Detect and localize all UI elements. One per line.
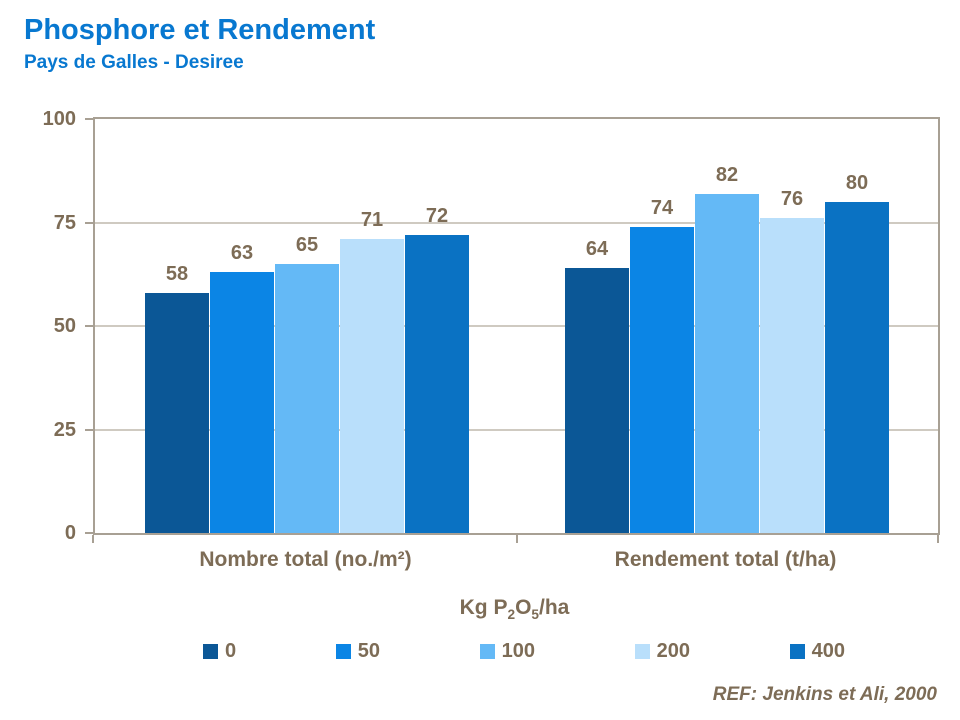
legend-swatch [789,644,805,659]
legend-label: 100 [501,640,535,662]
x-tick-mark [92,535,94,543]
legend-swatch [335,644,351,659]
legend-label: 50 [357,640,380,662]
bar-value-label: 76 [780,188,804,210]
y-tick-mark [85,428,93,431]
legend-label: 200 [656,640,690,662]
bar-group: 64 74 82 76 80 [565,119,890,533]
y-tick-mark [85,221,93,224]
bar-value-label: 63 [230,242,254,264]
x-tick-mark [516,535,518,543]
gridline-75 [95,221,938,224]
legend-title-text: /ha [539,596,570,619]
bar-0 [145,293,209,533]
bar-value-label: 64 [585,238,609,260]
legend-item-0: 0 [203,640,236,663]
y-tick-mark [85,325,93,327]
y-tick-label: 100 [42,108,76,130]
bar-value-label: 80 [845,172,869,194]
plot-area: 58 63 65 71 72 64 74 82 76 80 [93,117,940,535]
y-tick-label: 50 [53,315,76,337]
legend-title-sub5: 5 [531,607,540,623]
legend-swatch [479,644,495,659]
legend-title-text: Kg P [459,596,508,619]
bar-value-label: 65 [295,234,319,256]
bar-100 [695,194,759,533]
reference-text: REF: Jenkins et Ali, 2000 [712,684,937,705]
y-tick-mark [85,118,93,120]
category-label: Nombre total (no./m²) [199,548,412,571]
y-tick-label: 75 [53,211,76,234]
legend-label: 0 [225,640,237,662]
y-tick-mark [85,532,93,534]
bar-400 [405,235,469,533]
bar-value-label: 82 [715,164,739,186]
bar-group: 58 63 65 71 72 [145,119,470,533]
y-tick-label: 0 [64,522,76,544]
legend-swatch [634,644,650,659]
legend-label: 400 [811,640,845,662]
y-tick-label: 25 [53,418,76,441]
legend: 0 50 100 200 400 [203,640,845,663]
legend-item-100: 100 [479,640,535,663]
x-tick-mark [937,535,939,543]
chart-subtitle: Pays de Galles - Desiree [24,52,244,73]
bar-50 [210,272,274,533]
legend-item-200: 200 [634,640,690,663]
bar-0 [565,268,629,533]
legend-swatch [203,644,218,659]
legend-item-50: 50 [335,640,380,663]
legend-title-sub2: 2 [507,607,516,623]
bar-50 [630,227,694,533]
bar-value-label: 71 [360,209,384,231]
category-label: Rendement total (t/ha) [614,548,837,571]
bar-100 [275,264,339,533]
legend-title: Kg P2O5/ha [93,596,936,622]
bar-value-label: 72 [425,205,449,227]
bar-200 [340,239,404,533]
gridline-50 [95,325,938,327]
legend-item-400: 400 [789,640,845,663]
chart-title: Phosphore et Rendement [24,14,376,46]
bar-value-label: 58 [165,263,189,285]
bar-200 [760,218,824,533]
bar-400 [825,202,889,533]
gridline-25 [95,428,938,431]
bar-value-label: 74 [650,197,674,219]
legend-title-text: O [515,596,532,619]
